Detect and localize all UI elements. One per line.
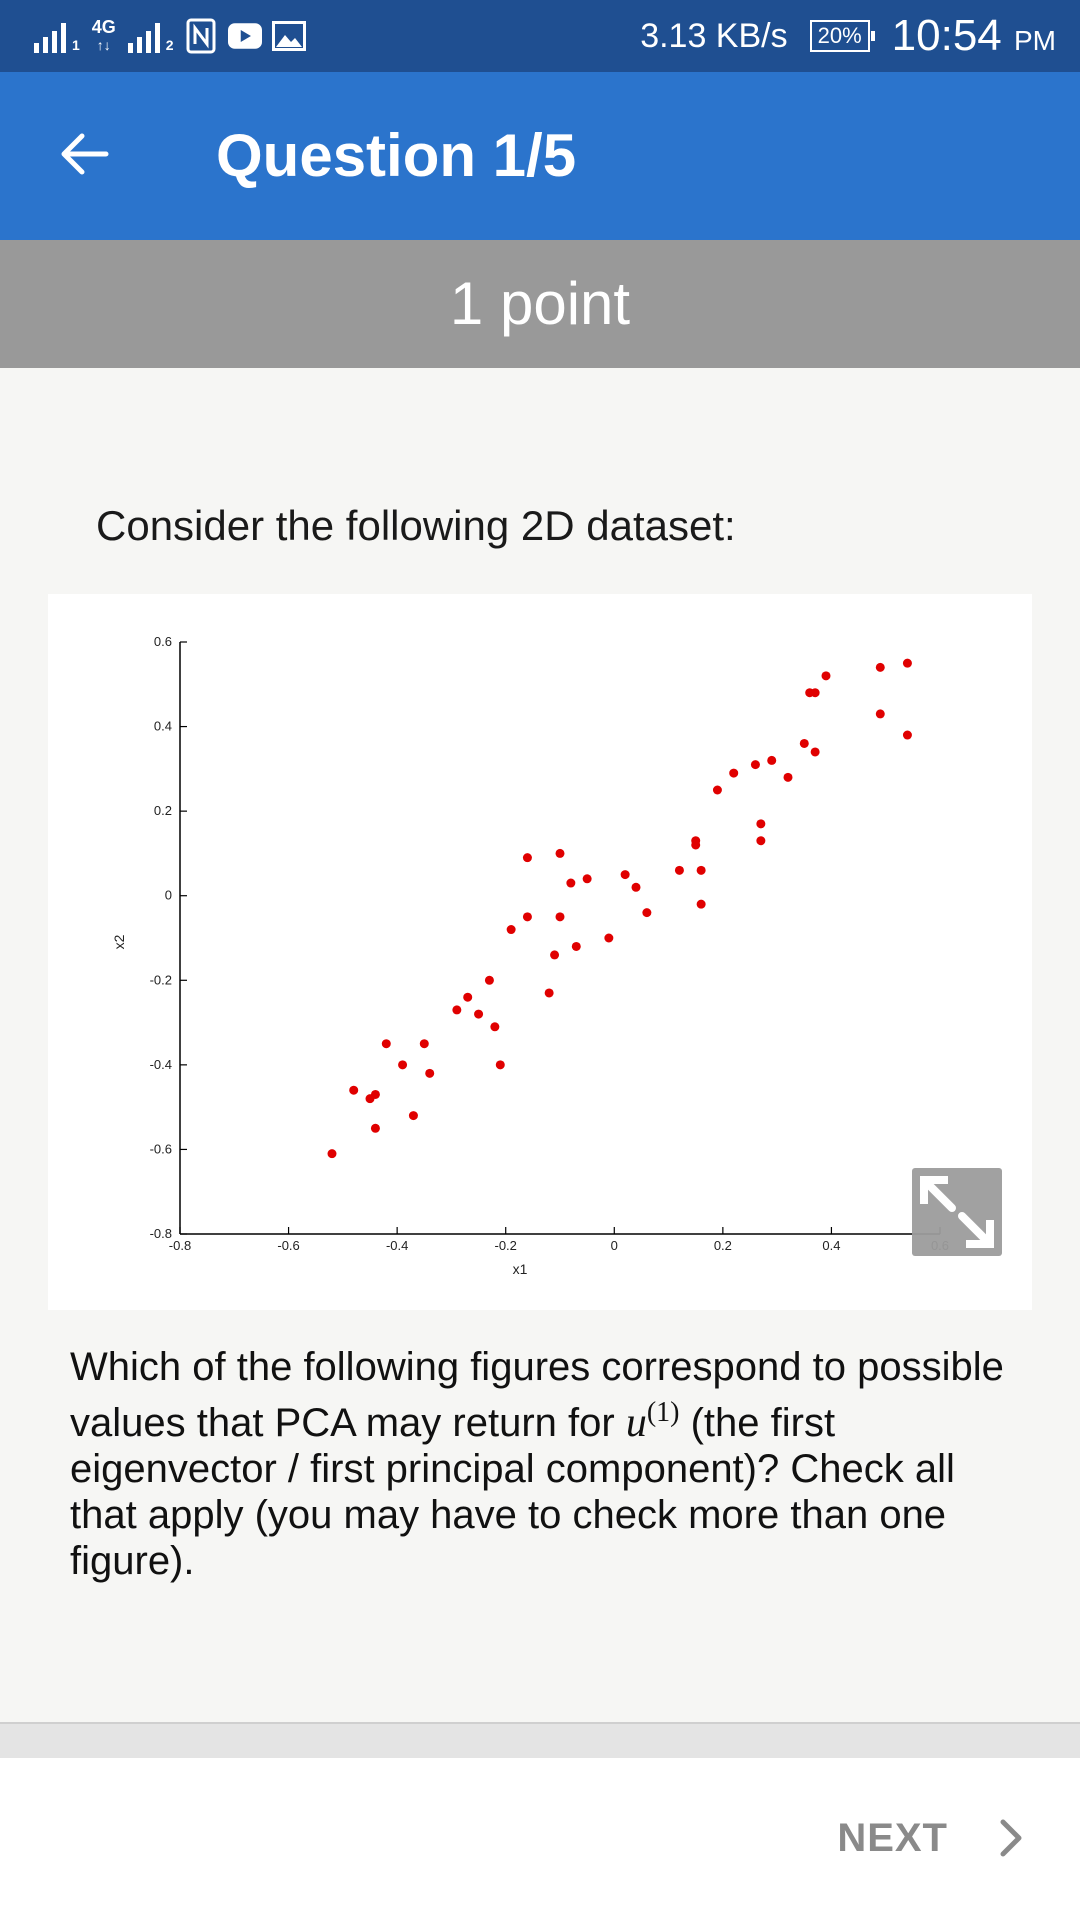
bottom-bar [0, 1758, 1080, 1920]
y-tick-label: -0.4 [150, 1057, 172, 1072]
data-point [522, 912, 532, 922]
footer-divider [0, 1722, 1080, 1760]
data-point [756, 836, 766, 846]
data-point [582, 874, 592, 884]
x-axis-label: x1 [513, 1261, 528, 1277]
status-right: 3.13 KB/s 20% 10:54 PM [640, 0, 1056, 72]
data-point [349, 1085, 359, 1095]
x-tick-label: -0.4 [386, 1238, 408, 1253]
data-point [783, 772, 793, 782]
y-tick-label: -0.8 [150, 1226, 172, 1241]
data-point [696, 899, 706, 909]
data-point [490, 1022, 500, 1032]
data-point [799, 738, 809, 748]
data-point [604, 933, 614, 943]
y-axis-label: x2 [111, 934, 127, 949]
data-point [370, 1089, 380, 1099]
data-point [398, 1060, 408, 1070]
app-bar: Question 1/5 [0, 72, 1080, 240]
x-tick-label: -0.6 [277, 1238, 299, 1253]
data-point [555, 848, 565, 858]
x-tick-label: -0.8 [169, 1238, 191, 1253]
data-point [712, 785, 722, 795]
y-tick-label: 0.2 [154, 803, 172, 818]
battery-indicator: 20% [809, 20, 875, 52]
data-point [810, 688, 820, 698]
data-point [544, 988, 554, 998]
data-point [875, 662, 885, 672]
data-point [419, 1039, 429, 1049]
data-point [550, 950, 560, 960]
clock: 10:54 PM [891, 11, 1056, 60]
data-point [756, 819, 766, 829]
y-tick-label: 0.4 [154, 719, 172, 734]
data-point [691, 840, 701, 850]
network-speed: 3.13 KB/s [640, 16, 788, 55]
question-text-end: (the first eigenvector / first principal… [70, 1401, 955, 1583]
data-point [642, 908, 652, 918]
y-tick-label: -0.2 [150, 972, 172, 987]
data-point [555, 912, 565, 922]
data-point [425, 1068, 435, 1078]
next-button[interactable]: NEXT [837, 1808, 1024, 1868]
x-tick-label: 0.2 [714, 1238, 732, 1253]
dataset-figure: -0.8-0.6-0.4-0.200.20.40.60.60.40.20-0.2… [48, 594, 1032, 1310]
data-point [696, 865, 706, 875]
expand-icon [920, 1176, 994, 1248]
next-label: NEXT [837, 1815, 948, 1860]
page-title: Question 1/5 [216, 122, 577, 189]
math-symbol: u(1) [625, 1397, 680, 1446]
data-point [902, 658, 912, 668]
question-text: Which of the following figures correspon… [70, 1344, 1010, 1584]
question-text-start: Which of the following figures correspon… [70, 1345, 1004, 1445]
data-point [566, 878, 576, 888]
points-banner: 1 point [0, 240, 1080, 368]
data-point [821, 671, 831, 681]
status-icons: 1 4G ↑↓ 2 [34, 14, 306, 58]
data-point [729, 768, 739, 778]
chevron-right-icon [1000, 1819, 1022, 1857]
data-point [810, 747, 820, 757]
data-point [571, 941, 581, 951]
data-point [327, 1149, 337, 1159]
data-point [463, 992, 473, 1002]
data-point [620, 870, 630, 880]
data-point [381, 1039, 391, 1049]
signal-sim2-icon: 2 [127, 19, 174, 53]
question-prompt: Consider the following 2D dataset: [96, 502, 736, 549]
data-point [902, 730, 912, 740]
data-point [750, 760, 760, 770]
network-type-indicator: 4G ↑↓ [91, 17, 116, 53]
back-arrow-icon [61, 133, 109, 175]
youtube-icon [227, 18, 262, 54]
x-tick-label: 0.4 [822, 1238, 840, 1253]
y-tick-label: -0.6 [150, 1141, 172, 1156]
x-tick-label: -0.2 [495, 1238, 517, 1253]
expand-image-button[interactable] [912, 1168, 1002, 1256]
status-bar: 1 4G ↑↓ 2 3.13 KB/s 20% 10:54 PM [0, 0, 1080, 72]
data-point [522, 853, 532, 863]
data-point [452, 1005, 462, 1015]
x-tick-label: 0 [611, 1238, 618, 1253]
data-point [474, 1009, 484, 1019]
data-point [674, 865, 684, 875]
scatter-chart: -0.8-0.6-0.4-0.200.20.40.60.60.40.20-0.2… [111, 634, 949, 1277]
data-point [370, 1123, 380, 1133]
y-tick-label: 0.6 [154, 634, 172, 649]
data-point [631, 882, 641, 892]
data-point [875, 709, 885, 719]
gallery-icon [271, 18, 306, 54]
data-point [408, 1111, 418, 1121]
data-point [484, 975, 494, 985]
back-button[interactable] [56, 124, 116, 184]
signal-sim1-icon: 1 [34, 19, 80, 53]
data-point [506, 925, 516, 935]
y-tick-label: 0 [165, 888, 172, 903]
data-point [495, 1060, 505, 1070]
data-point [767, 755, 777, 765]
nfc-icon [184, 18, 218, 54]
